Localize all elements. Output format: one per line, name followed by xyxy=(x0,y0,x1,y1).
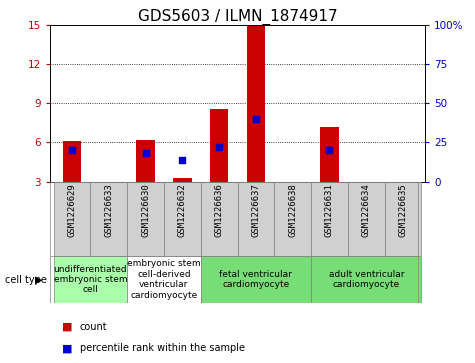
Bar xyxy=(173,178,191,182)
Text: GSM1226638: GSM1226638 xyxy=(288,184,297,237)
Text: GSM1226629: GSM1226629 xyxy=(67,184,76,237)
Bar xyxy=(311,256,421,303)
Bar xyxy=(348,182,385,256)
Text: ▶: ▶ xyxy=(35,274,43,285)
Bar xyxy=(90,182,127,256)
Bar xyxy=(311,182,348,256)
Text: percentile rank within the sample: percentile rank within the sample xyxy=(80,343,245,354)
Text: fetal ventricular
cardiomyocyte: fetal ventricular cardiomyocyte xyxy=(219,270,292,289)
Bar xyxy=(201,256,311,303)
Bar xyxy=(201,182,238,256)
Title: GDS5603 / ILMN_1874917: GDS5603 / ILMN_1874917 xyxy=(138,9,337,25)
Text: GSM1226631: GSM1226631 xyxy=(325,184,334,237)
Bar xyxy=(63,141,81,182)
Bar xyxy=(127,182,164,256)
Text: count: count xyxy=(80,322,107,332)
Point xyxy=(142,151,149,156)
Text: GSM1226632: GSM1226632 xyxy=(178,184,187,237)
Point xyxy=(326,147,333,153)
Bar xyxy=(247,25,265,182)
Point xyxy=(252,116,260,122)
Text: ■: ■ xyxy=(62,322,72,332)
Bar xyxy=(320,127,339,182)
Text: GSM1226637: GSM1226637 xyxy=(251,184,260,237)
Bar xyxy=(210,109,228,182)
Bar xyxy=(238,182,274,256)
Text: adult ventricular
cardiomyocyte: adult ventricular cardiomyocyte xyxy=(329,270,404,289)
Bar xyxy=(274,182,311,256)
Text: cell type: cell type xyxy=(5,274,47,285)
Bar xyxy=(164,182,201,256)
Text: undifferentiated
embryonic stem
cell: undifferentiated embryonic stem cell xyxy=(54,265,127,294)
Text: GSM1226636: GSM1226636 xyxy=(215,184,224,237)
Bar xyxy=(127,256,201,303)
Text: GSM1226634: GSM1226634 xyxy=(362,184,371,237)
Bar xyxy=(136,140,155,182)
Text: embryonic stem
cell-derived
ventricular
cardiomyocyte: embryonic stem cell-derived ventricular … xyxy=(127,260,201,299)
Point xyxy=(179,157,186,163)
Point xyxy=(68,147,76,153)
Text: ■: ■ xyxy=(62,343,72,354)
Point xyxy=(215,144,223,150)
Bar xyxy=(385,182,421,256)
Bar xyxy=(54,256,127,303)
Bar xyxy=(54,182,90,256)
Text: GSM1226635: GSM1226635 xyxy=(399,184,408,237)
Text: GSM1226630: GSM1226630 xyxy=(141,184,150,237)
Text: GSM1226633: GSM1226633 xyxy=(104,184,113,237)
